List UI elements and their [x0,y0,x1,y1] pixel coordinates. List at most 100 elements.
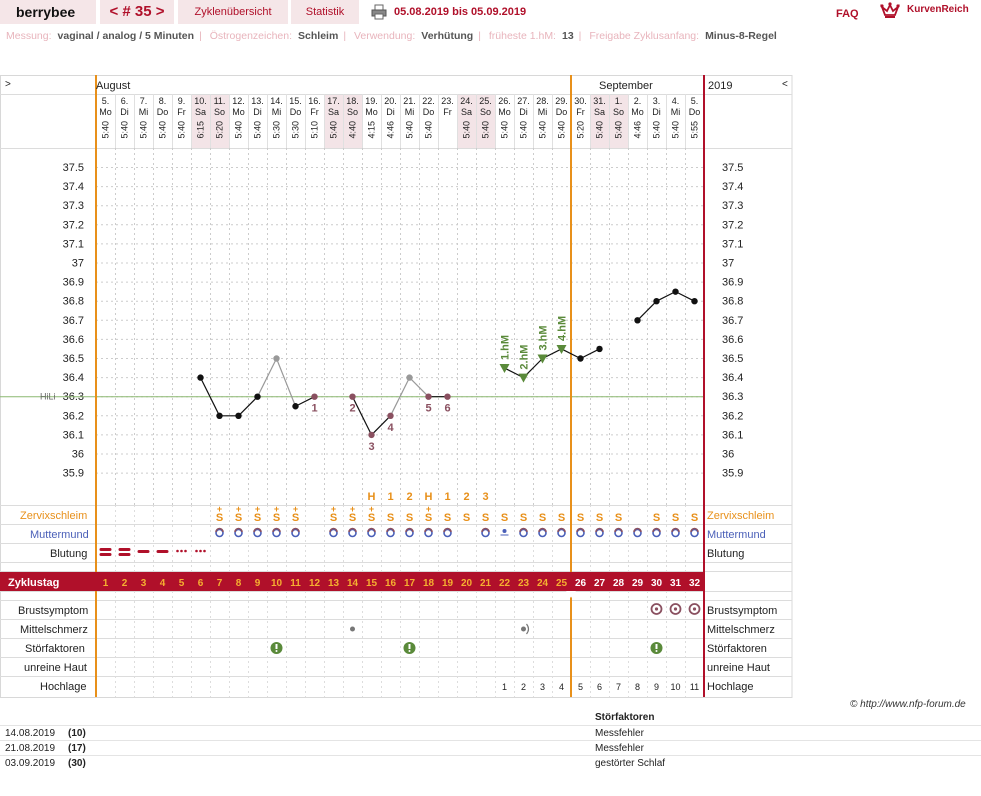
row-label-muttermund: Muttermund [30,529,89,541]
y-tick-label: 36.9 [722,277,743,289]
peak-count: H [368,491,376,503]
cycle-day-number: 10 [271,578,283,589]
cycle-day-number: 18 [423,578,435,589]
temp-point [311,393,318,400]
mucus-symbol: S [691,512,698,524]
date-label: 4. [672,96,680,106]
mucus-plus: + [331,504,336,514]
mucus-symbol: S [216,512,223,524]
mucus-symbol: S [615,512,622,524]
time-label: 5:40 [614,121,624,139]
date-range: 05.08.2019 bis 05.09.2019 [394,6,527,18]
cervix-arc [614,527,623,533]
temp-point [444,393,451,400]
cervix-arc [538,527,547,533]
date-label: 14. [270,96,283,106]
weekday-label: Di [120,107,129,117]
disturbance-mark [655,650,658,652]
row-date: 21.08.2019 [5,743,56,754]
brand-name[interactable]: KurvenReich [907,4,969,15]
hochlage-number: 1 [502,682,507,692]
hochlage-number: 10 [670,682,680,692]
temp-point [216,412,223,419]
bleeding-mark [137,550,150,553]
year-label: 2019 [708,80,732,92]
cycle-info-bar: Messung: vaginal / analog / 5 Minuten | Ös… [6,30,777,42]
mucus-symbol: S [292,512,299,524]
temp-segment [656,291,676,302]
temp-point [254,393,261,400]
count-label: 1 [311,403,317,415]
mucus-symbol: S [672,512,679,524]
weekday-label: So [613,107,624,117]
date-label: 25. [479,96,492,106]
cervix-arc [329,527,338,533]
cervix-circle [538,528,547,538]
crown-icon[interactable] [880,2,900,20]
time-label: 5:40 [158,121,168,139]
date-label: 28. [536,96,549,106]
table-row: 14.08.2019 (10) Messfehler [0,725,981,741]
prev-cycle-button[interactable]: < [109,3,119,20]
y-tick-label: 36.4 [63,372,84,384]
mucus-symbol: S [539,512,546,524]
weekday-label: Mi [139,107,149,117]
mucus-symbol: S [349,512,356,524]
cycle-day-number: 20 [461,578,473,589]
y-tick-label: 37.1 [63,238,84,250]
date-label: 11. [214,96,226,106]
date-label: 18. [346,96,359,106]
time-label: 5:40 [595,121,605,139]
y-tick-label: 37.1 [722,238,743,250]
faq-link[interactable]: FAQ [836,8,859,20]
count-label: 3 [368,441,374,453]
bleeding-mark [156,550,169,553]
scroll-left-button: > [5,79,11,90]
y-tick-label: 36 [72,449,84,461]
tab-cycle-overview[interactable]: Zyklenübersicht [178,0,288,24]
table-row: 03.09.2019 (30) gestörter Schlaf [0,755,981,771]
temp-segment [199,377,221,417]
date-label: 1. [615,96,623,106]
app-logo[interactable]: berrybee [0,0,96,24]
tab-statistics[interactable]: Statistik [291,0,359,24]
cervix-circle [367,528,376,538]
temp-segment [371,415,391,436]
row-label-hochlage: Hochlage [40,681,86,693]
bleeding-dot [180,549,183,553]
cycle-day-number: 25 [556,578,568,589]
weekday-label: Mo [631,107,644,117]
time-label: 5:30 [272,121,282,139]
mucus-symbol: S [558,512,565,524]
weekend-shade [191,94,210,148]
disturbance-mark [408,650,411,652]
bleeding-dot [184,549,187,553]
time-label: 5:40 [424,121,434,139]
temp-segment [256,358,278,397]
temp-segment [389,377,411,417]
row-text: Messfehler [595,743,644,754]
y-tick-label: 36.8 [722,296,743,308]
mucus-plus: + [350,504,355,514]
next-cycle-button[interactable]: > [155,3,165,20]
cycle-day-number: 11 [290,578,301,589]
cervix-circle [215,528,224,538]
y-tick-label: 37.2 [63,219,84,231]
hochlage-number: 9 [654,682,659,692]
peak-count: 2 [463,491,469,503]
count-label: 5 [425,403,431,415]
temp-point [292,403,299,410]
y-tick-label: 37.4 [63,181,84,193]
mucus-symbol: S [387,512,394,524]
weekday-label: Mi [538,107,548,117]
weekend-shade [324,94,343,148]
date-label: 20. [384,96,397,106]
weekday-label: Sa [594,107,605,117]
weekday-label: Mi [272,107,282,117]
y-tick-label: 36.5 [63,353,84,365]
temp-point [425,393,432,400]
mucus-symbol: S [482,512,489,524]
printer-icon[interactable] [371,4,387,20]
time-label: 4:15 [367,121,377,139]
cervix-arc [595,527,604,533]
